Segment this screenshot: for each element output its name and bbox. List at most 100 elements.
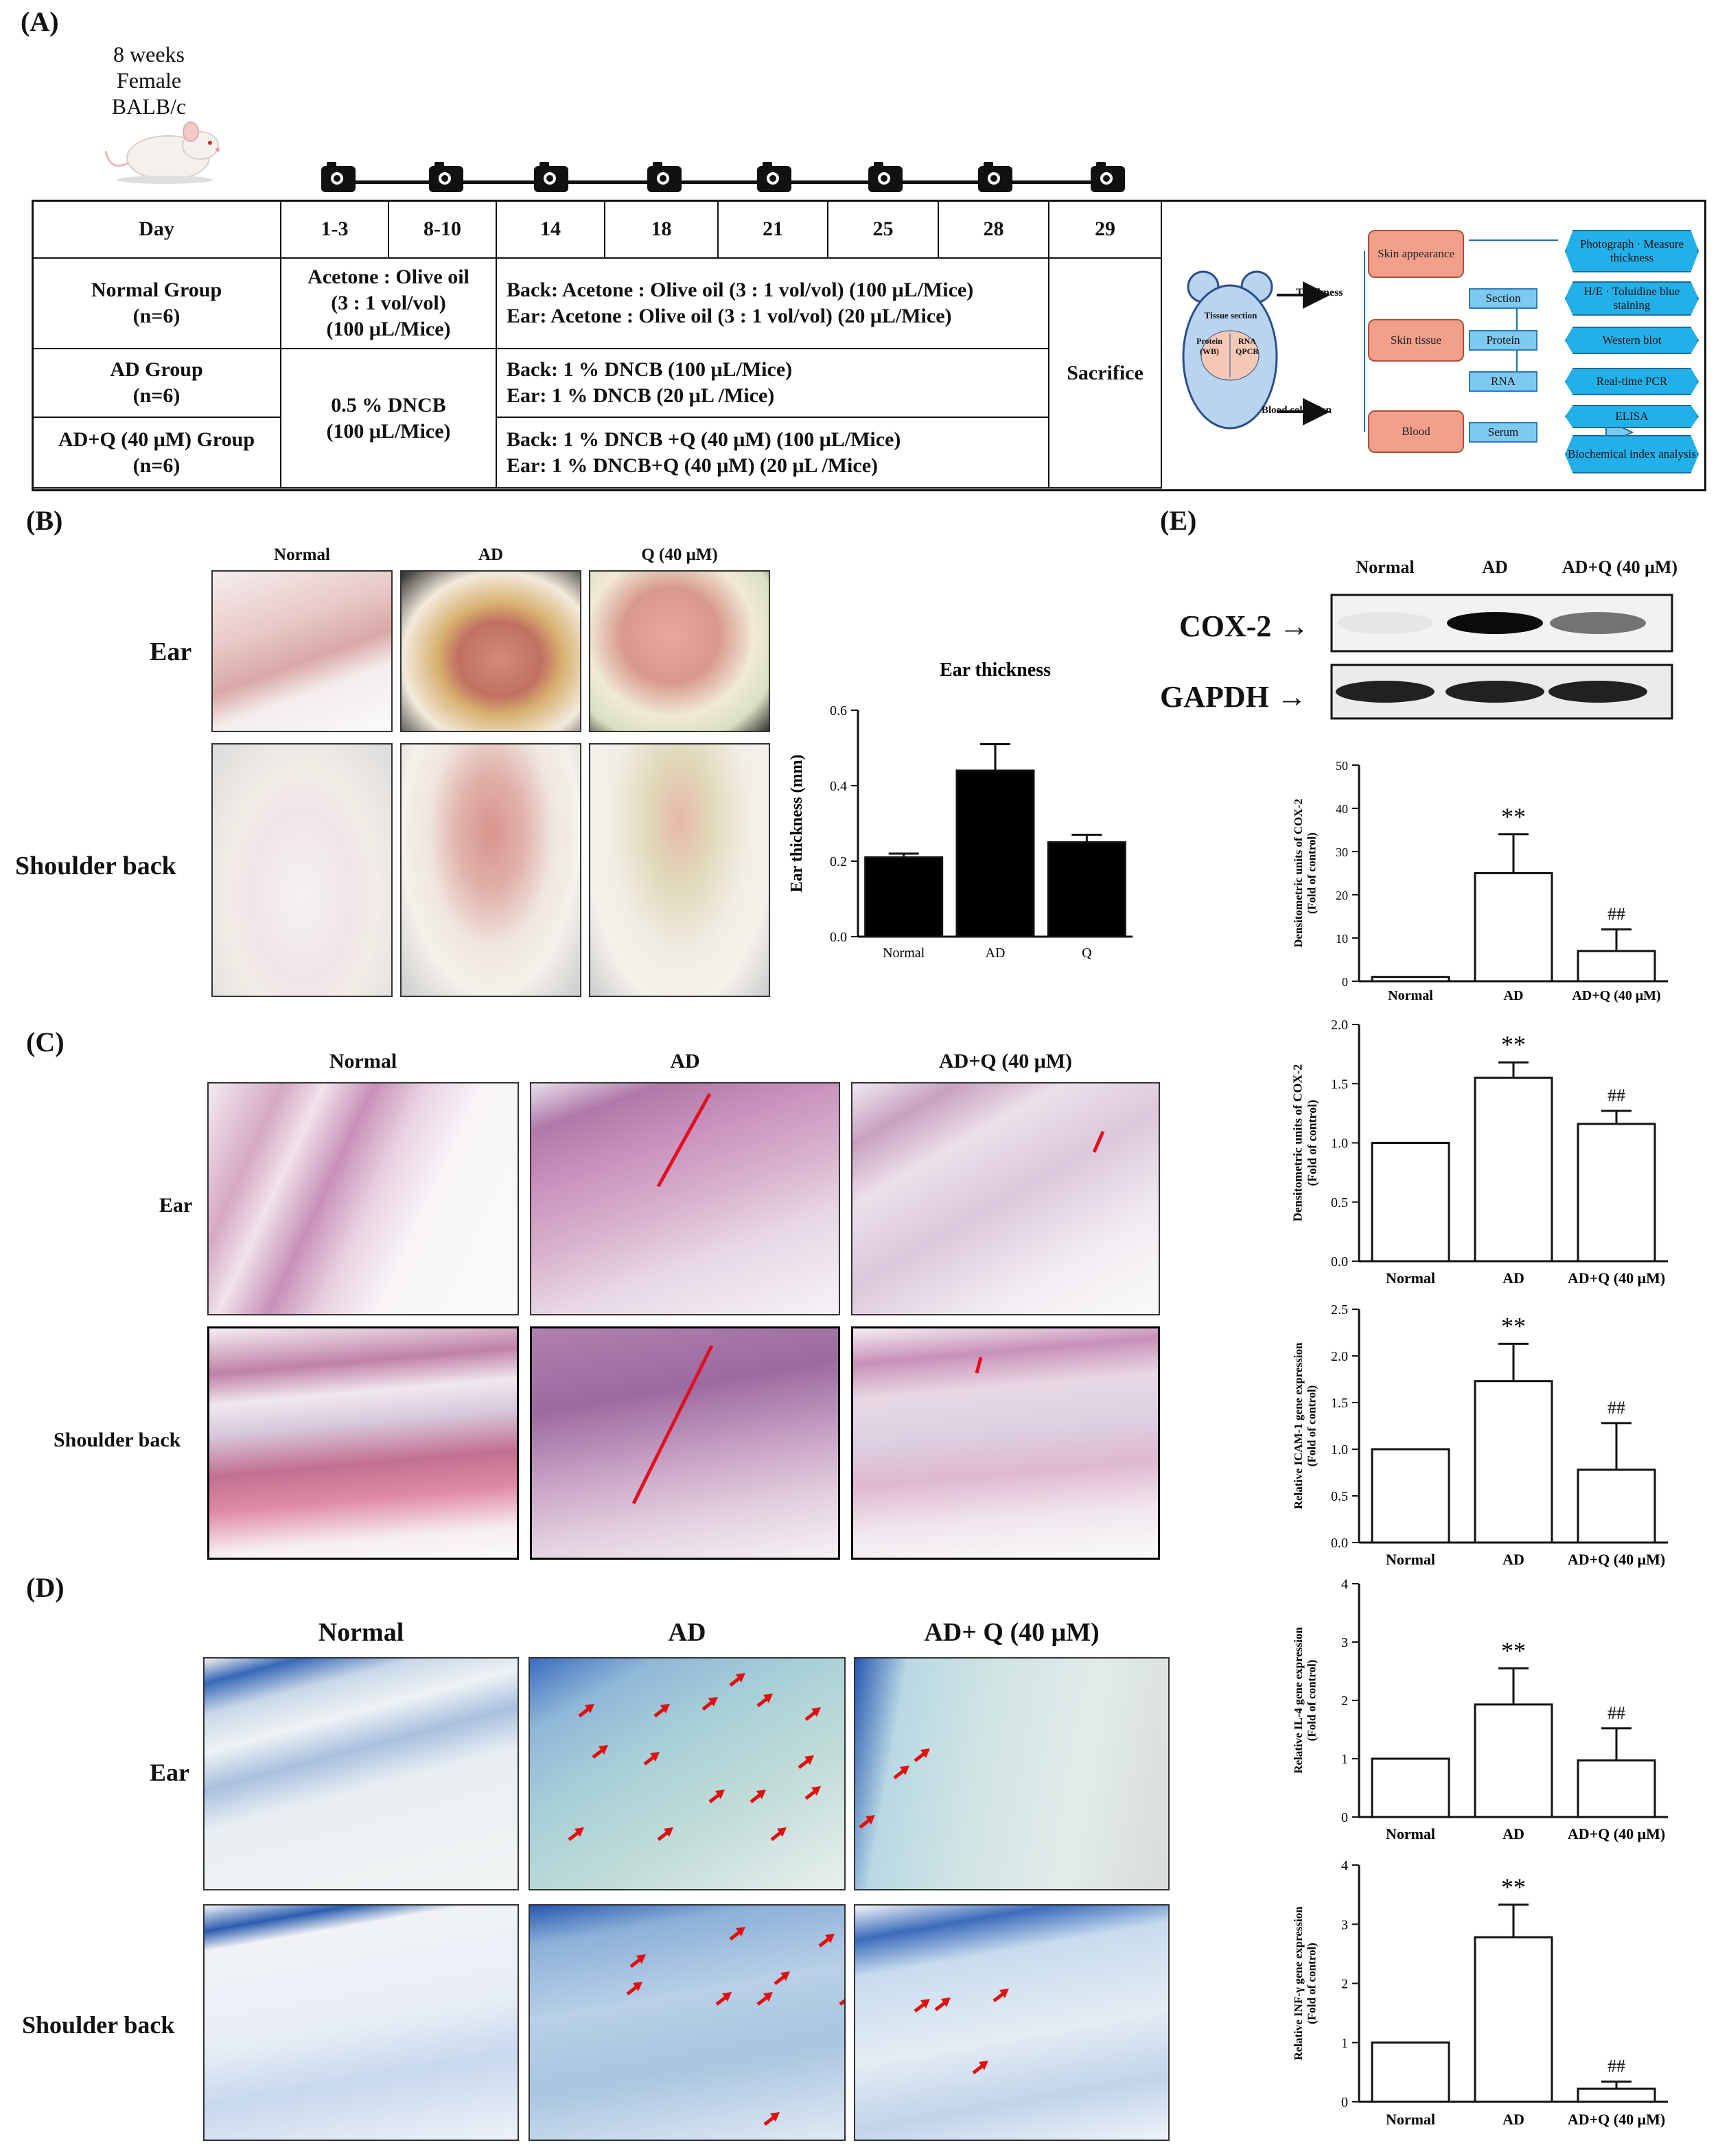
y-tick-label: 1.0 (1331, 1136, 1348, 1151)
red-arrow-head (722, 1992, 732, 2002)
red-arrow-head (715, 1790, 725, 1799)
photograph-box: Photograph · Measure thickness (1565, 230, 1699, 272)
cox2-band (1337, 612, 1433, 634)
significance-mark: ** (1501, 1637, 1526, 1664)
x-tick-label: AD (1502, 1551, 1524, 1568)
y-tick-label: 3 (1341, 1635, 1348, 1650)
day-cell: 29 (1048, 200, 1162, 259)
bar (1474, 1380, 1553, 1544)
y-tick-label: 0.0 (1331, 1536, 1348, 1551)
red-arrow-head (811, 1707, 821, 1717)
bar (1371, 1142, 1450, 1263)
treatment-line: Ear: Acetone : Olive oil (3 : 1 vol/vol)… (507, 305, 952, 327)
mouse-note: 8 weeks Female BALB/c (77, 41, 221, 119)
x-tick-label: AD+Q (40 μM) (1572, 988, 1660, 1003)
camera-icon (647, 162, 682, 192)
significance-mark: ## (1607, 1703, 1625, 1723)
serum-box: Serum (1469, 422, 1537, 443)
red-arrow-head (574, 1827, 584, 1837)
red-arrow-head (777, 1827, 787, 1837)
chart-icam1-expression: 0.0 0.5 1.0 1.5 2.0 2.5 Relative ICAM-1 gene e… (1292, 1302, 1668, 1568)
histology-ear-adq (851, 1082, 1160, 1315)
y-tick-label: 0 (1341, 2095, 1348, 2110)
y-tick-label: 1 (1341, 1752, 1348, 1767)
biochem-box: Biochemical index analysis (1565, 435, 1699, 473)
bar (1371, 1448, 1450, 1544)
he-staining-box: H/E · Toluidine blue staining (1565, 281, 1699, 316)
red-arrow-head (650, 1752, 660, 1761)
photo-ear-normal (211, 570, 393, 732)
treatment-line: Acetone : Olive oil (307, 266, 469, 288)
x-tick-label: AD (1502, 2111, 1524, 2128)
ad-late-cell: Back: 1 % DNCB (100 μL/Mice) Ear: 1 % DN… (496, 348, 1049, 418)
x-tick-label: AD (986, 946, 1006, 961)
red-arrow-head (999, 1989, 1009, 1998)
timeline-line (336, 180, 1112, 184)
y-tick-label: 2.0 (1331, 1349, 1348, 1364)
gapdh-band (1336, 681, 1435, 703)
camera-icon (1091, 162, 1125, 192)
bar (1577, 2087, 1656, 2103)
bar (1371, 1757, 1450, 1818)
red-arrow-head (866, 1815, 875, 1825)
row-label-ear: Ear (150, 637, 192, 666)
bar (864, 856, 944, 938)
thickness-label: Thickness (1296, 287, 1343, 298)
row-label-ear: Ear (159, 1194, 193, 1217)
y-axis-label: Densitometric units of COX-2(Fold of con… (1291, 1064, 1320, 1221)
bar (1577, 1468, 1656, 1544)
toluidine-back-adq (854, 1904, 1170, 2141)
red-arrow-head (736, 1927, 745, 1936)
y-tick-label: 2.5 (1331, 1302, 1348, 1317)
skin-appearance-box: Skin appearance (1368, 230, 1464, 278)
treatment-line: Back: Acetone : Olive oil (3 : 1 vol/vol… (507, 279, 974, 301)
mast-cell-arrows (568, 1673, 821, 1841)
day-cell: 1-3 (280, 200, 389, 259)
y-tick-label: 1.5 (1331, 1077, 1348, 1092)
mast-cell-arrows (626, 1927, 844, 2126)
mouse-body-diagram (1182, 270, 1278, 430)
red-arrow (839, 1999, 844, 2006)
bar (1474, 1703, 1553, 1818)
western-blot-box: Western blot (1565, 327, 1699, 354)
y-axis-label: Ear thickness (mm) (788, 755, 806, 893)
chart-cox2-densitometry-2: 0.0 0.5 1.0 1.5 2.0 Densitometric units of CO… (1291, 1018, 1668, 1287)
protein-wb-label: Protein (WB) (1196, 336, 1222, 356)
y-tick-label: 10 (1336, 932, 1348, 946)
toluidine-back-ad (529, 1904, 846, 2141)
y-tick-label: 0.5 (1331, 1195, 1348, 1210)
blot-col-ad: AD (1482, 557, 1508, 577)
row-label-shoulder-back: Shoulder back (22, 2011, 175, 2039)
treatment-line: Back: 1 % DNCB (100 μL/Mice) (507, 358, 793, 381)
x-tick-label: AD (1502, 1825, 1524, 1842)
cox2-band (1550, 612, 1646, 634)
camera-icon (978, 162, 1012, 192)
x-tick-label: AD (1502, 1269, 1524, 1287)
protocol-table: Day 1-3 8-10 14 18 21 25 28 29 Normal Gr… (32, 200, 1162, 489)
y-axis-label: Relative IL-4 gene expression(Fold of co… (1292, 1627, 1319, 1774)
group-name: AD+Q (40 μM) Group (58, 427, 255, 451)
col-header-normal: Normal (329, 1050, 397, 1073)
col-header-q: Q (40 μM) (641, 546, 718, 564)
red-arrow-head (585, 1704, 594, 1713)
x-tick-label: Normal (1388, 988, 1433, 1003)
x-tick-label: Q (1082, 946, 1092, 961)
y-tick-label: 2 (1341, 1977, 1348, 1992)
bar (1474, 1936, 1553, 2103)
panel-label-a: (A) (21, 6, 59, 37)
histology-back-adq (851, 1326, 1160, 1560)
x-tick-label: Normal (1386, 1269, 1435, 1287)
chart-ear-thickness: Ear thickness 0.0 0.2 0.4 0.6 Ear thickness (… (788, 659, 1133, 961)
y-tick-label: 1 (1341, 2036, 1348, 2051)
y-tick-label: 0 (1341, 1810, 1348, 1825)
day-cell: 28 (938, 200, 1049, 259)
x-tick-label: Normal (1386, 1825, 1435, 1842)
y-tick-label: 3 (1341, 1917, 1348, 1932)
treatment-line: 0.5 % DNCB (331, 393, 446, 417)
red-arrow-head (664, 1827, 673, 1837)
rna-qpcr-label: RNA QPCR (1235, 336, 1259, 356)
dncb-early-cell: 0.5 % DNCB (100 μL/Mice) (280, 348, 497, 489)
bar (1577, 1759, 1656, 1818)
red-arrow-head (804, 1755, 814, 1765)
x-tick-label: Normal (1386, 2111, 1435, 2128)
